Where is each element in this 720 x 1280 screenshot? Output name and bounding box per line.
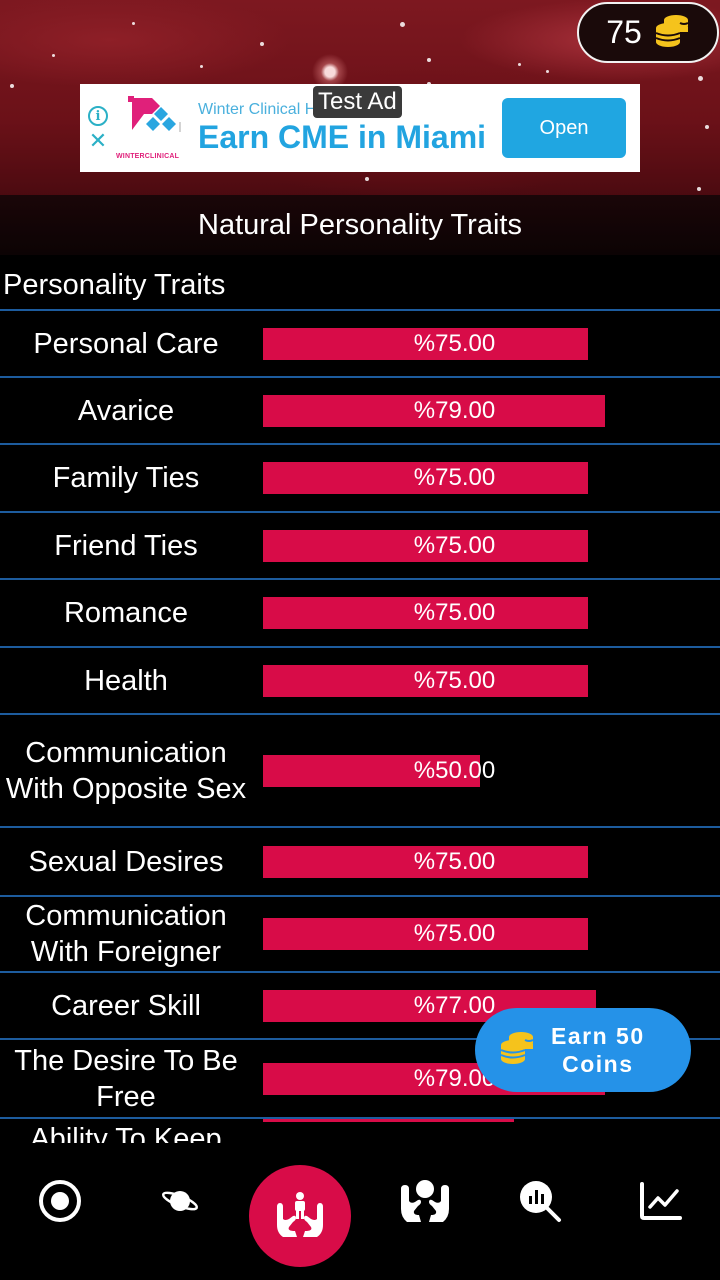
trait-bar: %75.00 <box>263 597 696 629</box>
coin-count: 75 <box>606 14 642 50</box>
trait-bar <box>263 1119 696 1143</box>
trait-label: The Desire To Be Free <box>14 1044 238 1113</box>
trait-value: %75.00 <box>413 920 496 947</box>
coin-balance[interactable]: 75 <box>577 2 719 63</box>
info-icon[interactable]: i <box>88 106 108 126</box>
advertiser-logo: WINTERCLINICAL <box>114 88 192 168</box>
trait-value: %75.00 <box>413 666 496 694</box>
test-ad-badge: Test Ad <box>313 86 402 118</box>
hands-person-icon <box>399 1179 451 1228</box>
trait-bar-fill <box>263 529 588 562</box>
trait-label: Ability To Keep <box>30 1123 222 1143</box>
nav-hands[interactable] <box>390 1173 460 1233</box>
line-chart-icon <box>638 1181 682 1226</box>
nav-analysis[interactable] <box>505 1173 575 1233</box>
list-header: Personality Traits <box>0 255 720 311</box>
trait-label: Family Ties <box>52 462 200 494</box>
trait-bar-fill <box>263 462 588 494</box>
trait-value: %50.00 <box>413 756 496 784</box>
trait-label: Avarice <box>77 394 175 427</box>
trait-bar: %75.00 <box>263 462 696 494</box>
bottom-nav <box>0 1143 720 1280</box>
trait-bar: %75.00 <box>263 664 696 697</box>
ad-banner[interactable]: i ✕ WINTERCLINICAL Winter Clinical H Ear… <box>80 84 640 172</box>
trait-label: Sexual Desires <box>28 845 224 878</box>
nav-personality[interactable] <box>249 1165 351 1267</box>
trait-label: Health <box>84 664 168 697</box>
trait-bar-fill <box>263 327 588 360</box>
trait-value: %75.00 <box>413 847 496 875</box>
trait-bar-fill <box>263 394 606 427</box>
trait-row: Avarice %79.00 <box>0 378 720 445</box>
trait-label: Personal Care <box>33 327 219 360</box>
trait-bar: %50.00 <box>263 754 696 787</box>
trait-row: Communication With Foreigner %75.00 <box>0 897 720 973</box>
close-icon[interactable]: ✕ <box>88 128 108 153</box>
trait-row: Family Ties %75.00 <box>0 445 720 513</box>
advertiser-logo-text: WINTERCLINICAL <box>116 153 180 160</box>
trait-value: %77.00 <box>413 991 496 1019</box>
trait-row: Sexual Desires %75.00 <box>0 828 720 897</box>
page-title: Natural Personality Traits <box>0 195 720 255</box>
nav-stats[interactable] <box>625 1173 695 1233</box>
trait-bar-fill <box>263 845 588 878</box>
trait-bar: %75.00 <box>263 918 696 950</box>
nav-target[interactable] <box>25 1173 95 1233</box>
planet-icon <box>160 1186 200 1221</box>
trait-row: Communication With Opposite Sex %50.00 <box>0 715 720 828</box>
trait-label: Friend Ties <box>54 529 198 562</box>
trait-row: Personal Care %75.00 <box>0 311 720 378</box>
nav-planet[interactable] <box>145 1173 215 1233</box>
trait-label: Romance <box>63 597 189 629</box>
trait-row: Romance %75.00 <box>0 580 720 648</box>
coin-stack-icon <box>499 1030 535 1070</box>
trait-value: %75.00 <box>413 531 496 559</box>
trait-bar-fill <box>263 597 588 629</box>
trait-row: Health %75.00 <box>0 648 720 715</box>
trait-value: %75.00 <box>413 599 496 626</box>
traits-list[interactable]: Personality Traits Personal Care %75.00 … <box>0 255 720 1143</box>
trait-label: Communication With Foreigner <box>25 900 227 968</box>
earn-coins-line1: Earn 50 <box>551 1023 645 1049</box>
trait-bar-fill <box>263 1119 515 1122</box>
target-icon <box>38 1179 82 1228</box>
earn-coins-button[interactable]: Earn 50 Coins <box>475 1008 691 1092</box>
trait-bar: %79.00 <box>263 394 696 427</box>
ad-advertiser: Winter Clinical H <box>198 101 317 118</box>
trait-row: Friend Ties %75.00 <box>0 513 720 580</box>
trait-value: %75.00 <box>413 464 496 491</box>
trait-row: Ability To Keep <box>0 1119 720 1143</box>
trait-bar-fill <box>263 664 588 697</box>
trait-value: %79.00 <box>413 396 496 424</box>
trait-label: Career Skill <box>51 989 201 1022</box>
search-chart-icon <box>517 1178 563 1229</box>
trait-bar: %75.00 <box>263 845 696 878</box>
trait-bar-fill <box>263 918 588 950</box>
trait-value: %75.00 <box>413 329 496 357</box>
coin-stack-icon <box>654 13 690 52</box>
hands-child-icon <box>273 1189 327 1244</box>
trait-label: Communication With Opposite Sex <box>5 736 247 805</box>
trait-bar: %75.00 <box>263 529 696 562</box>
trait-bar: %75.00 <box>263 327 696 360</box>
earn-coins-line2: Coins <box>562 1051 634 1077</box>
trait-bar-fill <box>263 754 480 787</box>
ad-headline: Earn CME in Miami <box>198 119 487 155</box>
ad-open-button[interactable]: Open <box>502 98 626 158</box>
